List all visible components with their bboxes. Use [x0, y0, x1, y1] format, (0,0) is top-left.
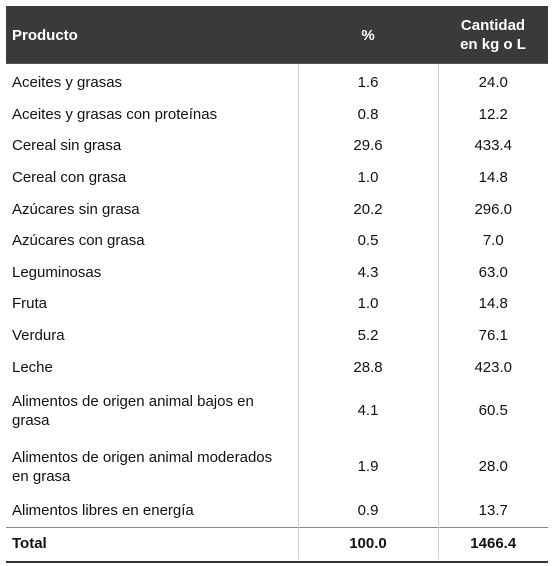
cell-quantity: 13.7	[478, 502, 508, 520]
cell-quantity: 12.2	[478, 105, 508, 123]
cell-product: Cereal con grasa	[6, 161, 299, 194]
cell-quantity: 76.1	[478, 327, 508, 345]
total-row: Total 100.0 1466.4	[6, 526, 548, 559]
table-row: Verdura 5.2 76.1	[6, 319, 548, 352]
table-row: Azúcares con grasa 0.5 7.0	[6, 224, 548, 257]
table-row: Cereal sin grasa 29.6 433.4	[6, 130, 548, 162]
cell-quantity: 14.8	[478, 169, 508, 187]
nutrition-table-container: Producto % Cantidad en kg o L Aceites y …	[6, 6, 548, 559]
cell-percent: 1.0	[298, 288, 439, 320]
nutrition-table: Producto % Cantidad en kg o L Aceites y …	[6, 6, 548, 559]
table-row: Azúcares sin grasa 20.2 296.0	[6, 193, 548, 225]
table-row: Leche 28.8 423.0	[6, 351, 548, 383]
cell-product: Alimentos de origen animal bajos en gras…	[6, 382, 299, 439]
cell-percent: 1.0	[298, 161, 439, 194]
cell-percent: 4.1	[298, 382, 439, 439]
cell-percent: 0.9	[298, 494, 439, 528]
cell-product: Alimentos de origen animal moderados en …	[6, 438, 299, 495]
table-row: Aceites y grasas 1.6 24.0	[6, 64, 548, 99]
cell-product: Verdura	[6, 319, 299, 352]
cell-quantity: 7.0	[482, 232, 504, 250]
cell-quantity: 60.5	[478, 402, 508, 420]
cell-quantity: 433.4	[474, 137, 513, 155]
header-row: Producto % Cantidad en kg o L	[6, 6, 548, 64]
table-row: Aceites y grasas con proteínas 0.8 12.2	[6, 98, 548, 131]
cell-quantity: 24.0	[478, 74, 508, 92]
header-product: Producto	[6, 6, 298, 64]
cell-quantity: 14.8	[478, 295, 508, 313]
header-quantity-line1: Cantidad	[460, 17, 526, 34]
table-row: Alimentos de origen animal bajos en gras…	[6, 382, 548, 439]
table-row: Alimentos de origen animal moderados en …	[6, 438, 548, 495]
total-percent: 100.0	[298, 526, 439, 559]
cell-product: Leche	[6, 351, 299, 383]
bottom-rule	[6, 561, 548, 563]
table-header: Producto % Cantidad en kg o L	[6, 6, 548, 64]
cell-product: Leguminosas	[6, 256, 299, 289]
cell-percent: 0.8	[298, 98, 439, 131]
cell-percent: 1.9	[298, 438, 439, 495]
cell-product: Aceites y grasas con proteínas	[6, 98, 299, 131]
cell-product: Aceites y grasas	[6, 64, 299, 99]
table-row: Alimentos libres en energía 0.9 13.7	[6, 494, 548, 528]
table-row: Fruta 1.0 14.8	[6, 288, 548, 320]
cell-product: Cereal sin grasa	[6, 130, 299, 162]
cell-percent: 20.2	[298, 193, 439, 225]
cell-quantity: 296.0	[474, 200, 513, 218]
cell-product: Azúcares con grasa	[6, 224, 299, 257]
header-percent: %	[298, 6, 438, 64]
cell-percent: 1.6	[298, 64, 439, 99]
cell-product: Alimentos libres en energía	[6, 494, 299, 528]
cell-percent: 4.3	[298, 256, 439, 289]
table-row: Leguminosas 4.3 63.0	[6, 256, 548, 289]
header-quantity-line2: en kg o L	[460, 36, 526, 53]
header-quantity: Cantidad en kg o L	[438, 6, 548, 64]
header-rule	[6, 63, 548, 64]
total-label: Total	[6, 526, 299, 559]
total-quantity: 1466.4	[438, 526, 548, 559]
cell-product: Azúcares sin grasa	[6, 193, 299, 225]
cell-percent: 0.5	[298, 224, 439, 257]
cell-quantity: 63.0	[478, 263, 508, 281]
cell-product: Fruta	[6, 288, 299, 320]
cell-percent: 29.6	[298, 130, 439, 162]
table-body: Aceites y grasas 1.6 24.0 Aceites y gras…	[6, 64, 548, 559]
cell-quantity: 28.0	[478, 458, 508, 476]
table-row: Cereal con grasa 1.0 14.8	[6, 161, 548, 194]
cell-percent: 5.2	[298, 319, 439, 352]
cell-percent: 28.8	[298, 351, 439, 383]
cell-quantity: 423.0	[474, 358, 513, 376]
